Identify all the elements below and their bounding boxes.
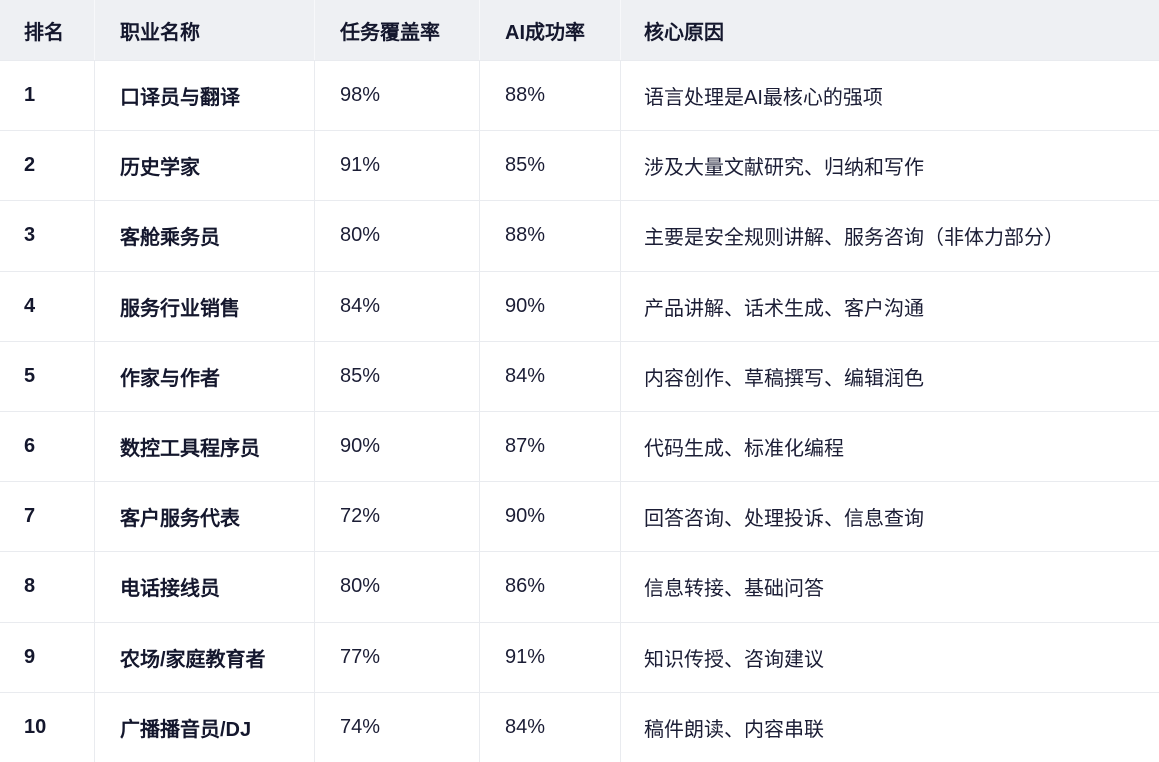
cell-rank: 5 xyxy=(0,340,95,411)
cell-rank: 3 xyxy=(0,200,95,271)
cell-occupation: 服务行业销售 xyxy=(95,270,315,341)
cell-occupation: 农场/家庭教育者 xyxy=(95,621,315,692)
table-row: 1 口译员与翻译 98% 88% 语言处理是AI最核心的强项 xyxy=(0,60,1159,131)
cell-coverage: 80% xyxy=(315,200,480,271)
table-header-row: 排名 职业名称 任务覆盖率 AI成功率 核心原因 xyxy=(0,0,1159,60)
cell-reason: 代码生成、标准化编程 xyxy=(621,410,1159,481)
cell-occupation: 客户服务代表 xyxy=(95,481,315,552)
header-cell-occupation: 职业名称 xyxy=(95,0,315,60)
cell-success: 86% xyxy=(480,551,621,622)
cell-rank: 6 xyxy=(0,410,95,482)
header-cell-success: AI成功率 xyxy=(480,0,621,60)
table-row: 8 电话接线员 80% 86% 信息转接、基础问答 xyxy=(0,551,1159,622)
header-cell-rank: 排名 xyxy=(0,0,95,60)
cell-occupation: 客舱乘务员 xyxy=(95,200,315,271)
cell-occupation: 作家与作者 xyxy=(95,340,315,411)
cell-occupation: 电话接线员 xyxy=(95,551,315,622)
cell-success: 91% xyxy=(480,621,621,692)
cell-coverage: 80% xyxy=(315,551,480,622)
cell-success: 87% xyxy=(480,410,621,482)
cell-reason: 语言处理是AI最核心的强项 xyxy=(621,60,1159,130)
header-cell-coverage: 任务覆盖率 xyxy=(315,0,480,60)
cell-coverage: 85% xyxy=(315,340,480,411)
cell-rank: 4 xyxy=(0,270,95,341)
cell-success: 85% xyxy=(480,130,621,201)
cell-coverage: 91% xyxy=(315,130,480,201)
cell-reason: 产品讲解、话术生成、客户沟通 xyxy=(621,270,1159,341)
cell-rank: 7 xyxy=(0,481,95,552)
cell-success: 88% xyxy=(480,60,621,131)
table-row: 9 农场/家庭教育者 77% 91% 知识传授、咨询建议 xyxy=(0,621,1159,692)
cell-coverage: 74% xyxy=(315,691,480,762)
table-row: 2 历史学家 91% 85% 涉及大量文献研究、归纳和写作 xyxy=(0,130,1159,201)
cell-reason: 信息转接、基础问答 xyxy=(621,551,1159,621)
table-body: 1 口译员与翻译 98% 88% 语言处理是AI最核心的强项 2 历史学家 91… xyxy=(0,60,1159,762)
cell-success: 90% xyxy=(480,481,621,552)
table-row: 3 客舱乘务员 80% 88% 主要是安全规则讲解、服务咨询（非体力部分） xyxy=(0,200,1159,271)
table-row: 6 数控工具程序员 90% 87% 代码生成、标准化编程 xyxy=(0,410,1159,482)
cell-coverage: 90% xyxy=(315,410,480,482)
cell-rank: 8 xyxy=(0,551,95,622)
table-row: 5 作家与作者 85% 84% 内容创作、草稿撰写、编辑润色 xyxy=(0,340,1159,411)
cell-success: 90% xyxy=(480,270,621,341)
header-cell-reason: 核心原因 xyxy=(644,21,724,44)
cell-rank: 10 xyxy=(0,691,95,762)
cell-coverage: 72% xyxy=(315,481,480,552)
cell-rank: 1 xyxy=(0,60,95,131)
cell-success: 84% xyxy=(480,340,621,411)
cell-reason: 回答咨询、处理投诉、信息查询 xyxy=(621,481,1159,551)
cell-success: 88% xyxy=(480,200,621,271)
cell-reason: 主要是安全规则讲解、服务咨询（非体力部分） xyxy=(621,200,1159,270)
cell-reason: 知识传授、咨询建议 xyxy=(621,621,1159,692)
cell-rank: 2 xyxy=(0,130,95,201)
cell-reason: 内容创作、草稿撰写、编辑润色 xyxy=(621,340,1159,411)
cell-coverage: 84% xyxy=(315,270,480,341)
cell-rank: 9 xyxy=(0,621,95,692)
table-row: 7 客户服务代表 72% 90% 回答咨询、处理投诉、信息查询 xyxy=(0,481,1159,552)
cell-occupation: 数控工具程序员 xyxy=(95,410,315,482)
cell-occupation: 口译员与翻译 xyxy=(95,60,315,131)
cell-occupation: 广播播音员/DJ xyxy=(95,691,315,762)
cell-occupation: 历史学家 xyxy=(95,130,315,201)
cell-success: 84% xyxy=(480,691,621,762)
cell-reason: 稿件朗读、内容串联 xyxy=(621,691,1159,762)
table-row: 4 服务行业销售 84% 90% 产品讲解、话术生成、客户沟通 xyxy=(0,270,1159,341)
cell-reason: 涉及大量文献研究、归纳和写作 xyxy=(621,130,1159,200)
cell-coverage: 98% xyxy=(315,60,480,131)
table-row: 10 广播播音员/DJ 74% 84% 稿件朗读、内容串联 xyxy=(0,691,1159,762)
cell-coverage: 77% xyxy=(315,621,480,692)
